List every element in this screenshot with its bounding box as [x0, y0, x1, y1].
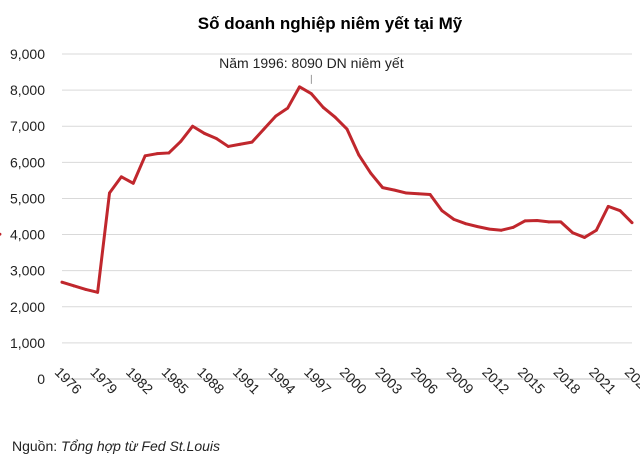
x-tick-label: 2000	[337, 364, 370, 397]
y-tick-label: 5,000	[10, 190, 45, 206]
x-tick-label: 1997	[301, 364, 334, 397]
data-point	[179, 139, 183, 143]
data-point	[499, 228, 503, 232]
y-tick-label: 4,000	[10, 227, 45, 243]
series-group	[0, 85, 634, 294]
source-note: Nguồn: Tổng hợp từ Fed St.Louis	[12, 438, 220, 454]
x-tick-label: 1988	[194, 364, 227, 397]
source-label: Nguồn:	[12, 438, 58, 454]
data-point	[72, 284, 76, 288]
data-point	[594, 228, 598, 232]
x-tick-label: 1979	[87, 364, 120, 397]
y-tick-label: 8,000	[10, 82, 45, 98]
data-point	[250, 140, 254, 144]
data-point	[286, 106, 290, 110]
data-point	[416, 192, 420, 196]
x-tick-label: 1991	[230, 364, 263, 397]
data-point	[226, 145, 230, 148]
y-tick-label: 3,000	[10, 263, 45, 279]
y-tick-label: 9,000	[10, 46, 45, 62]
data-point	[559, 220, 563, 224]
data-point	[238, 142, 242, 146]
data-point	[131, 181, 135, 185]
data-point	[476, 225, 480, 229]
x-tick-label: 1976	[52, 364, 85, 397]
data-point	[60, 280, 64, 284]
x-tick-label: 2006	[408, 364, 441, 397]
data-point	[571, 231, 575, 235]
data-point	[630, 221, 634, 225]
data-point	[96, 290, 100, 294]
y-axis-ticks: 0 1,000 2,000 3,000 4,000 5,000 6,000 7,000 8,00…	[10, 46, 45, 387]
data-point	[167, 151, 171, 155]
data-point	[511, 225, 515, 229]
data-point	[84, 288, 88, 291]
data-point	[428, 193, 432, 196]
x-tick-label: 2003	[372, 364, 405, 397]
data-point	[262, 127, 266, 131]
data-point	[618, 209, 622, 213]
y-tick-label: 0	[37, 371, 45, 387]
data-point	[381, 186, 385, 190]
x-axis-ticks: 1976 1979 1982 1985 1988 1991 1994 1997 2000 2003…	[52, 364, 640, 397]
annotation-label: Năm 1996: 8090 DN niêm yết	[219, 55, 404, 71]
data-point	[488, 227, 491, 231]
data-point	[606, 204, 610, 208]
data-point	[119, 175, 123, 179]
series-line	[60, 85, 634, 294]
y-tick-label: 7,000	[10, 118, 45, 134]
data-point	[298, 85, 301, 89]
x-tick-label: 2024	[622, 364, 640, 397]
data-point	[0, 232, 2, 236]
data-point	[143, 154, 147, 158]
data-point	[155, 152, 159, 156]
data-point	[309, 92, 313, 96]
data-point	[321, 106, 325, 109]
data-point	[357, 153, 361, 157]
data-point	[214, 137, 218, 140]
source-text: Tổng hợp từ Fed St.Louis	[61, 438, 221, 454]
chart-title: Số doanh nghiệp niêm yết tại Mỹ	[198, 14, 463, 33]
data-point	[547, 220, 551, 224]
data-point	[452, 217, 456, 221]
gridlines	[62, 53, 632, 344]
data-point	[203, 132, 206, 135]
data-point	[345, 127, 349, 131]
data-point	[464, 222, 468, 226]
data-point	[333, 115, 337, 119]
x-tick-label: 2012	[479, 364, 512, 397]
data-point	[583, 236, 586, 239]
x-tick-label: 1994	[265, 364, 298, 397]
y-tick-label: 6,000	[10, 154, 45, 170]
x-tick-label: 2015	[515, 364, 548, 397]
x-tick-label: 2021	[586, 364, 619, 397]
data-point	[274, 114, 278, 118]
data-point	[393, 188, 396, 192]
y-tick-label: 2,000	[10, 299, 45, 315]
x-tick-label: 2018	[550, 364, 583, 397]
y-tick-label: 1,000	[10, 335, 45, 351]
data-point	[191, 124, 195, 128]
data-point	[523, 219, 527, 223]
data-point	[404, 191, 408, 195]
annotation-group: Năm 1996: 8090 DN niêm yết	[219, 55, 404, 84]
x-tick-label: 1982	[123, 364, 156, 397]
x-tick-label: 1985	[159, 364, 192, 397]
x-tick-label: 2009	[444, 364, 477, 397]
data-point	[535, 219, 539, 222]
data-point	[108, 191, 111, 195]
data-point	[440, 209, 444, 213]
data-point	[369, 171, 373, 175]
